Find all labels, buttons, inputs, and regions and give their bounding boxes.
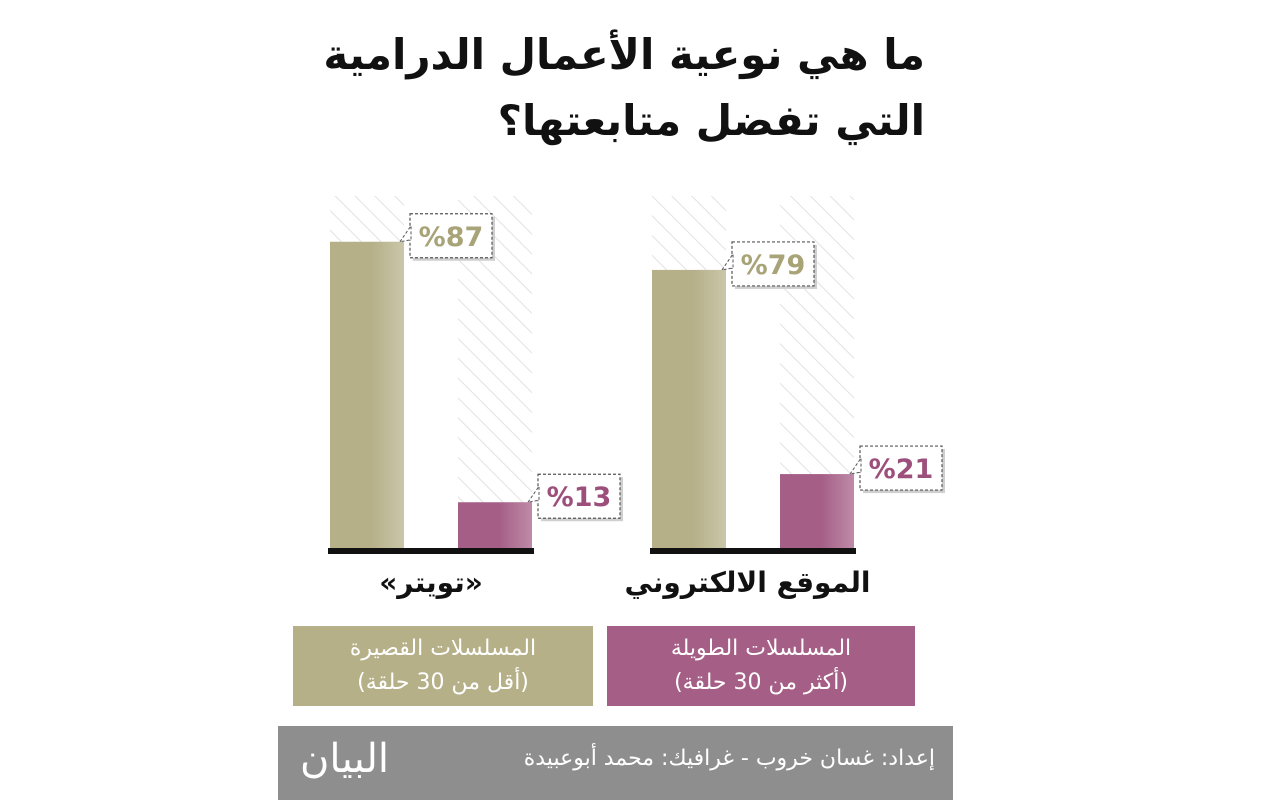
website-long-value-label: %21 [869, 454, 934, 485]
website-short-bar-shine [652, 269, 726, 548]
twitter-short-value-label-box [409, 213, 493, 259]
bar-chart: %87 %13 %79 %21 [328, 196, 945, 554]
albayan-logo: البيان [300, 736, 390, 782]
twitter-long-value-label-pointer [526, 484, 540, 503]
legend-short-series: المسلسلات القصيرة (أقل من 30 حلقة) [293, 626, 593, 706]
credits-text: إعداد: غسان خروب - غرافيك: محمد أبوعبيدة [523, 746, 935, 771]
twitter-baseline [328, 548, 534, 554]
website-long-bar-shine [780, 474, 854, 548]
footer-bar: إعداد: غسان خروب - غرافيك: محمد أبوعبيدة… [278, 726, 953, 800]
legend-long-line2: (أكثر من 30 حلقة) [674, 670, 848, 695]
title-line-1: ما هي نوعية الأعمال الدرامية [323, 30, 925, 79]
legend-short-line1: المسلسلات القصيرة [349, 636, 537, 661]
twitter-long-value-label: %13 [547, 482, 612, 513]
twitter-short-bar-shine [330, 241, 404, 548]
legend-short-line2: (أقل من 30 حلقة) [357, 670, 529, 695]
website-short-value-label-pointer [720, 252, 734, 271]
website-long-value-label-box [859, 445, 943, 491]
title-line-2: التي تفضل متابعتها؟ [497, 96, 925, 145]
legend-long-series: المسلسلات الطويلة (أكثر من 30 حلقة) [607, 626, 915, 706]
legend-long-line1: المسلسلات الطويلة [670, 636, 852, 661]
chart-title: ما هي نوعية الأعمال الدرامية التي تفضل م… [300, 22, 925, 154]
group-label-twitter: «تويتر» [379, 566, 483, 599]
twitter-long-bar-shine [458, 502, 532, 548]
website-short-value-label-box [731, 241, 815, 287]
website-baseline [650, 548, 856, 554]
website-short-value-label: %79 [741, 250, 806, 281]
twitter-short-value-label-pointer [398, 224, 412, 243]
website-long-value-label-pointer [848, 456, 862, 475]
twitter-long-value-label-box [537, 473, 621, 519]
twitter-short-value-label: %87 [419, 222, 484, 253]
group-label-website: الموقع الالكتروني [624, 566, 871, 599]
